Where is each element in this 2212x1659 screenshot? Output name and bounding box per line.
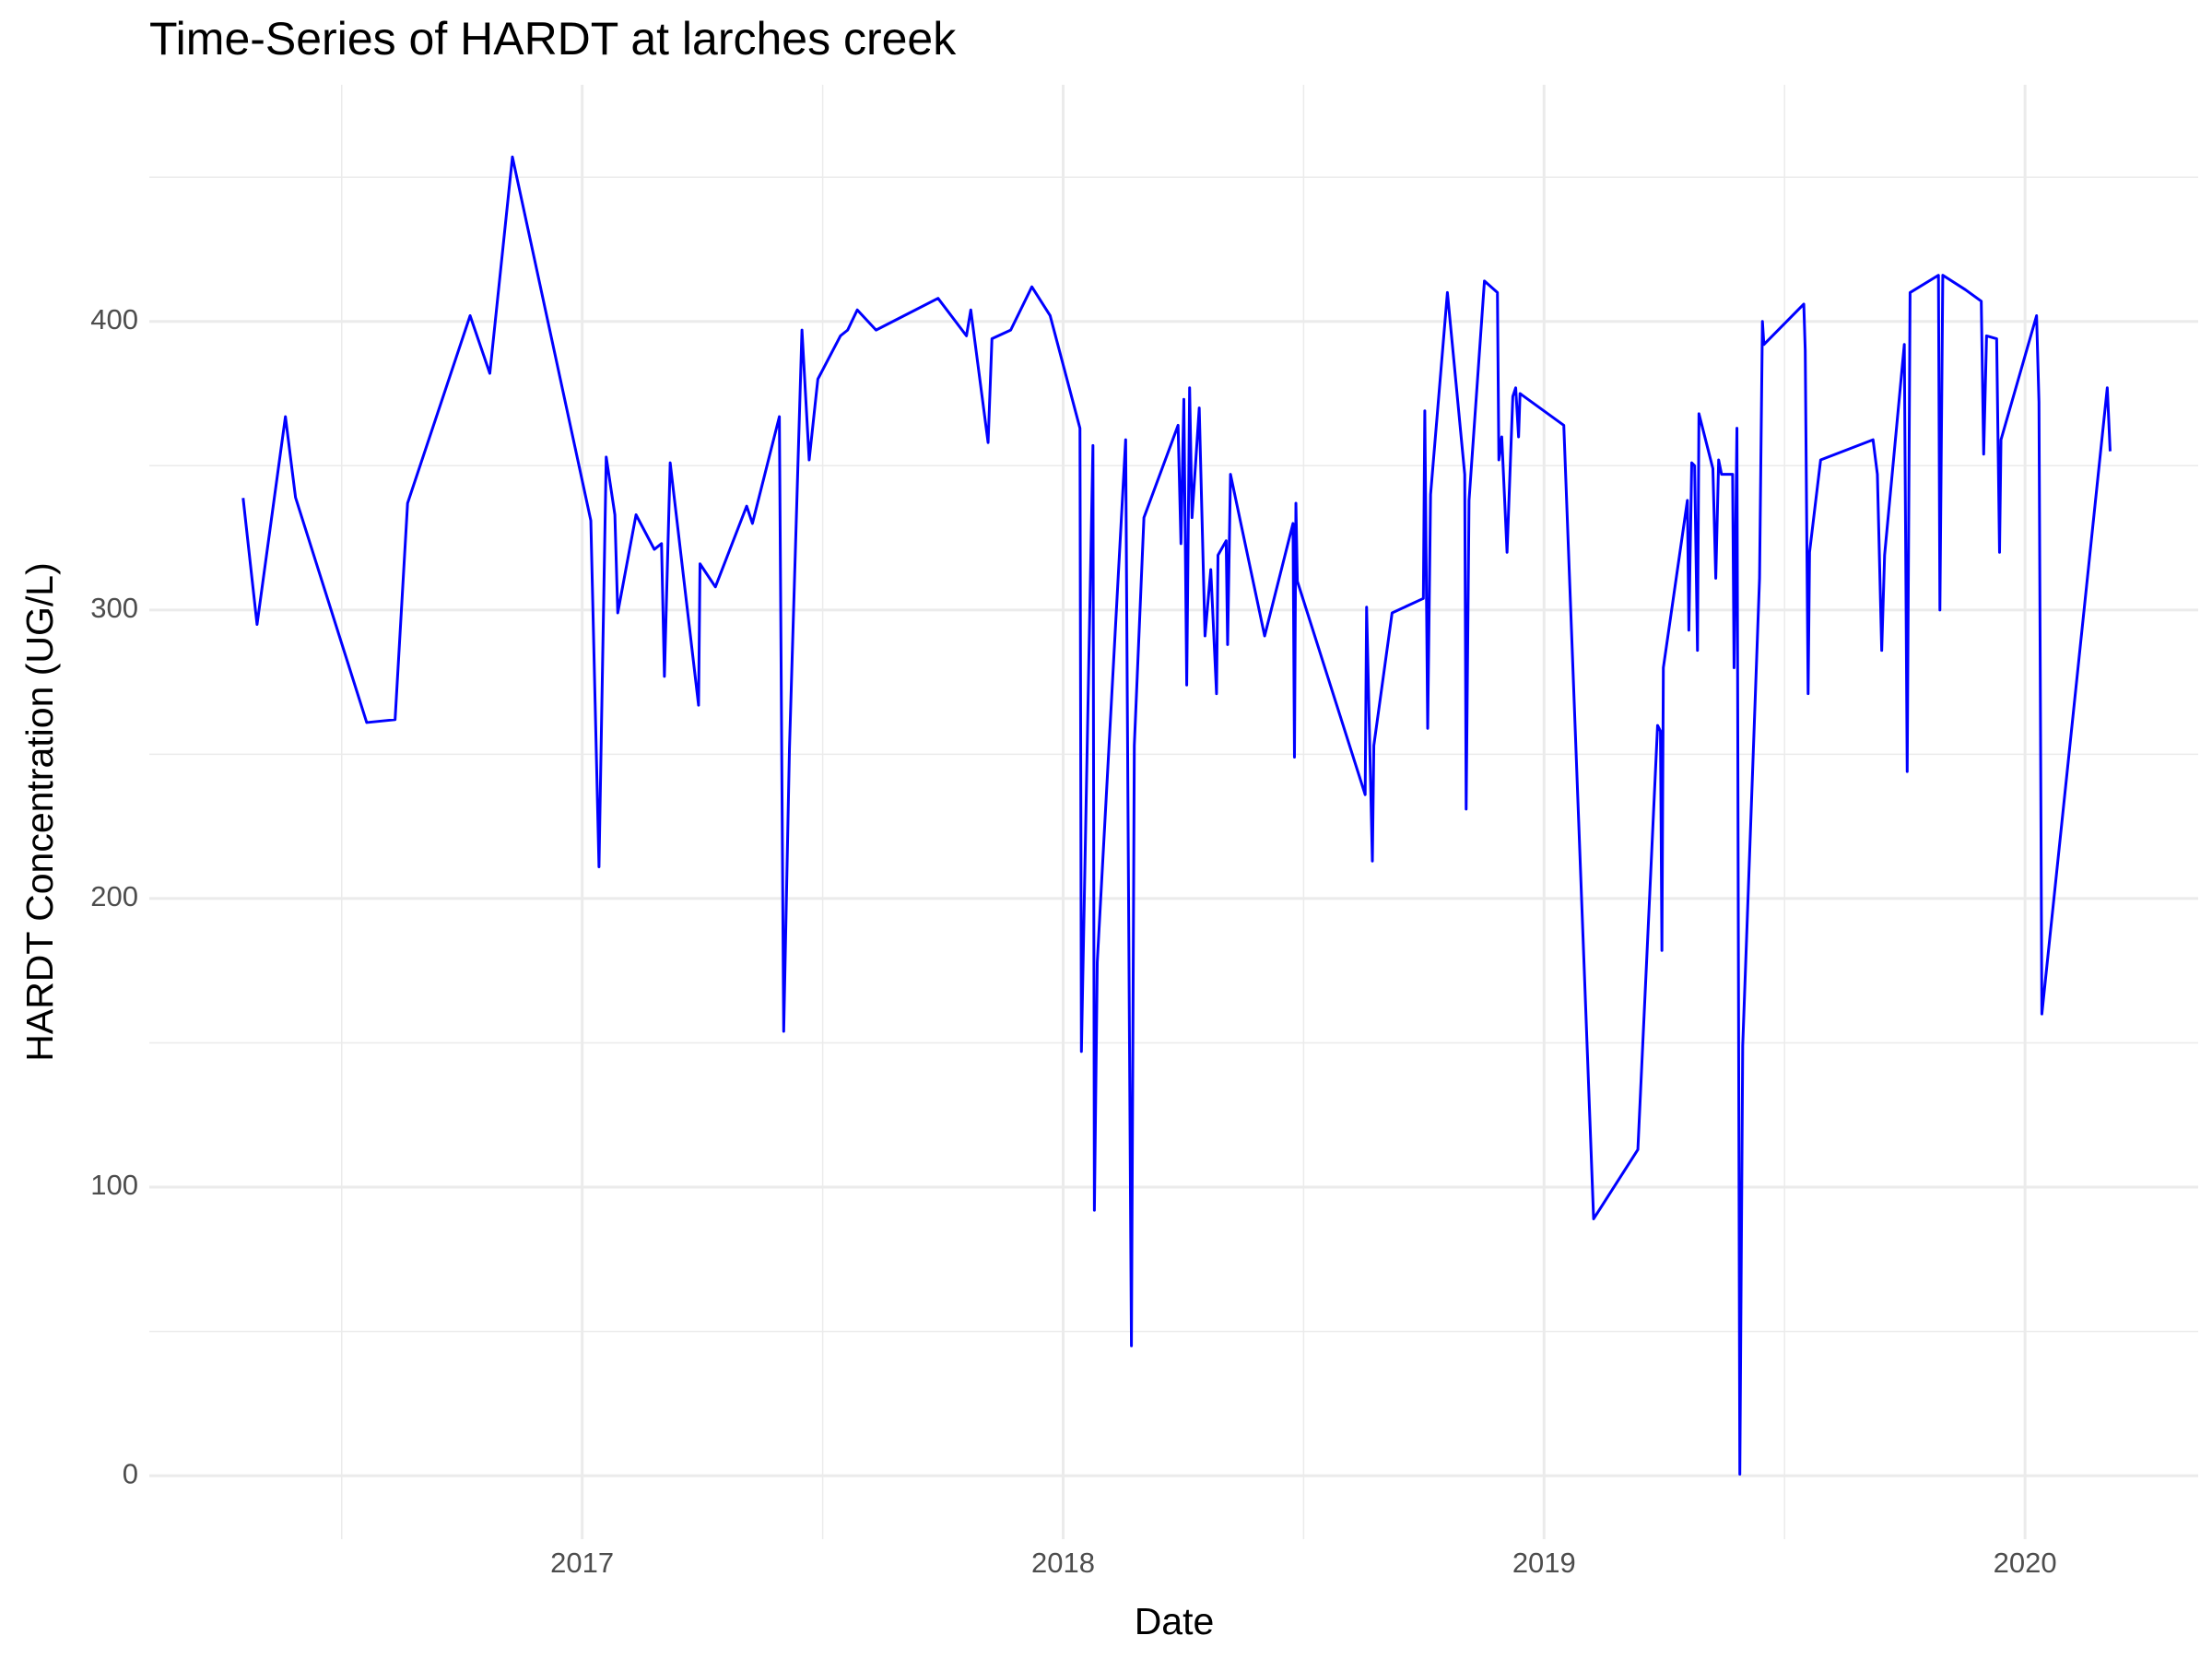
line-series	[241, 155, 2112, 1477]
x-tick-label: 2019	[1512, 1547, 1576, 1579]
x-axis-title: Date	[1135, 1600, 1215, 1642]
x-tick-label: 2020	[1994, 1547, 2057, 1579]
y-tick-label: 100	[90, 1169, 138, 1201]
y-tick-label: 400	[90, 303, 138, 335]
x-tick-label: 2017	[550, 1547, 614, 1579]
x-tick-label: 2018	[1031, 1547, 1095, 1579]
y-tick-label: 200	[90, 880, 138, 912]
y-axis-title: HARDT Concentration (UG/L)	[18, 562, 61, 1062]
chart-title: Time-Series of HARDT at larches creek	[149, 13, 957, 65]
y-tick-label: 300	[90, 592, 138, 624]
y-tick-label: 0	[123, 1457, 138, 1489]
